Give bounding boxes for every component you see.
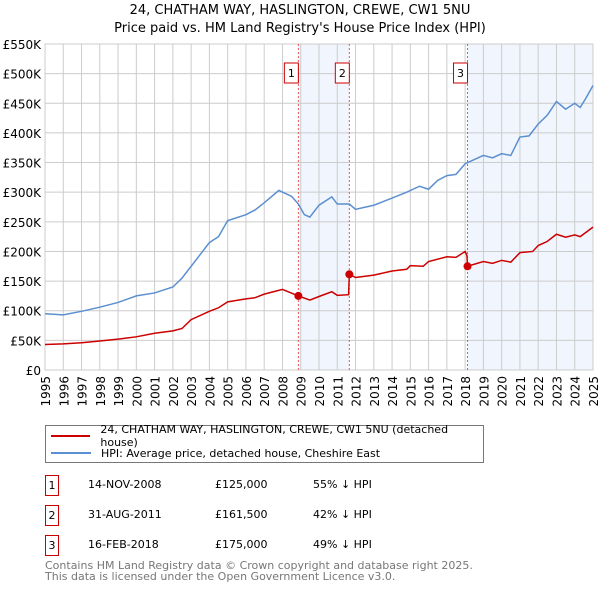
x-tick-label: 2005 [222,376,236,407]
shaded-period [467,44,593,370]
x-tick-label: 2016 [423,376,437,407]
legend: 24, CHATHAM WAY, HASLINGTON, CREWE, CW1 … [45,423,484,463]
x-tick-label: 2012 [350,376,364,407]
x-tick-label: 2019 [477,376,491,407]
legend-label: 24, CHATHAM WAY, HASLINGTON, CREWE, CW1 … [100,423,449,449]
hpi-line [44,85,594,316]
sale-marker-label: 2 [339,67,346,80]
sale-price: £175,000 [215,538,268,551]
hpi-diff: 42% ↓ HPI [313,508,372,521]
sale-date: 14-NOV-2008 [88,478,162,491]
x-tick-label: 2024 [569,376,583,407]
x-tick-label: 2021 [514,376,528,407]
sale-point [294,291,303,300]
x-tick-label: 1995 [39,376,53,407]
y-tick-label: £400K [3,127,43,141]
y-tick-label: £500K [3,68,43,82]
x-tick-label: 2011 [331,376,345,407]
sale-marker-badge: 1 [45,475,59,496]
x-tick-label: 1998 [94,376,108,407]
chart-title: 24, CHATHAM WAY, HASLINGTON, CREWE, CW1 … [129,3,471,18]
x-tick-label: 2002 [167,376,181,407]
shaded-period [298,44,350,370]
y-tick-label: £450K [3,97,43,111]
sale-date: 31-AUG-2011 [88,508,162,521]
sale-marker-label: 3 [457,67,464,80]
hpi-diff: 55% ↓ HPI [313,478,372,491]
x-tick-label: 2015 [404,376,418,407]
x-tick-label: 1999 [112,376,126,407]
x-tick-label: 2007 [258,376,272,407]
sale-marker-box [283,62,299,84]
y-tick-label: £550K [3,38,43,52]
x-tick-label: 2020 [496,376,510,407]
x-tick-label: 1996 [57,376,71,407]
y-tick-label: £0 [26,364,41,378]
legend-item-property: 24, CHATHAM WAY, HASLINGTON, CREWE, CW1 … [51,423,483,449]
footer-licence: This data is licensed under the Open Gov… [45,570,396,583]
sale-marker-box [453,62,469,84]
transaction-row: 2 31-AUG-2011 £161,500 42% ↓ HPI [45,505,445,526]
y-tick-label: £350K [3,157,43,171]
x-tick-label: 2000 [130,376,144,407]
x-tick-label: 2003 [185,376,199,407]
sale-price: £125,000 [215,478,268,491]
sale-marker-box [334,62,350,84]
y-tick-label: £150K [3,275,43,289]
plot-border [44,43,594,371]
y-tick-label: £300K [3,186,43,200]
y-tick-label: £200K [3,245,43,259]
transaction-row: 3 16-FEB-2018 £175,000 49% ↓ HPI [45,535,445,556]
legend-swatch-red [51,435,91,437]
x-tick-label: 2013 [368,376,382,407]
legend-item-hpi: HPI: Average price, detached house, Ches… [51,445,380,461]
x-tick-label: 2025 [587,376,600,407]
x-tick-label: 2006 [240,376,254,407]
x-tick-label: 2009 [295,376,309,407]
legend-label: HPI: Average price, detached house, Ches… [101,446,381,460]
y-tick-label: £100K [3,305,43,319]
transaction-row: 1 14-NOV-2008 £125,000 55% ↓ HPI [45,475,445,496]
x-tick-label: 2008 [276,376,290,407]
x-tick-label: 2004 [203,376,217,407]
x-tick-label: 2001 [149,376,163,407]
chart-subtitle: Price paid vs. HM Land Registry's House … [114,21,486,36]
hpi-diff: 49% ↓ HPI [313,538,372,551]
sale-point [345,270,354,279]
footer-copyright: Contains HM Land Registry data © Crown c… [45,559,473,572]
y-tick-label: £50K [10,334,42,348]
sale-marker-badge: 2 [45,505,59,526]
x-tick-label: 2022 [532,376,546,407]
y-tick-label: £250K [3,216,43,230]
sale-price: £161,500 [215,508,268,521]
x-tick-label: 2017 [441,376,455,407]
sale-point [463,262,472,271]
x-tick-label: 2010 [313,376,327,407]
sale-marker-badge: 3 [45,535,59,556]
price-chart: £0 £50K £100K £150K £200K £250K £300K £350K £400… [3,38,600,407]
x-tick-label: 2018 [459,376,473,407]
x-tick-label: 2014 [386,376,400,407]
sale-date: 16-FEB-2018 [88,538,159,551]
legend-swatch-blue [51,452,91,454]
sale-marker-label: 1 [288,67,295,80]
footer: Contains HM Land Registry data © Crown c… [45,560,473,582]
x-tick-label: 2023 [550,376,564,407]
x-tick-label: 1997 [76,376,90,407]
